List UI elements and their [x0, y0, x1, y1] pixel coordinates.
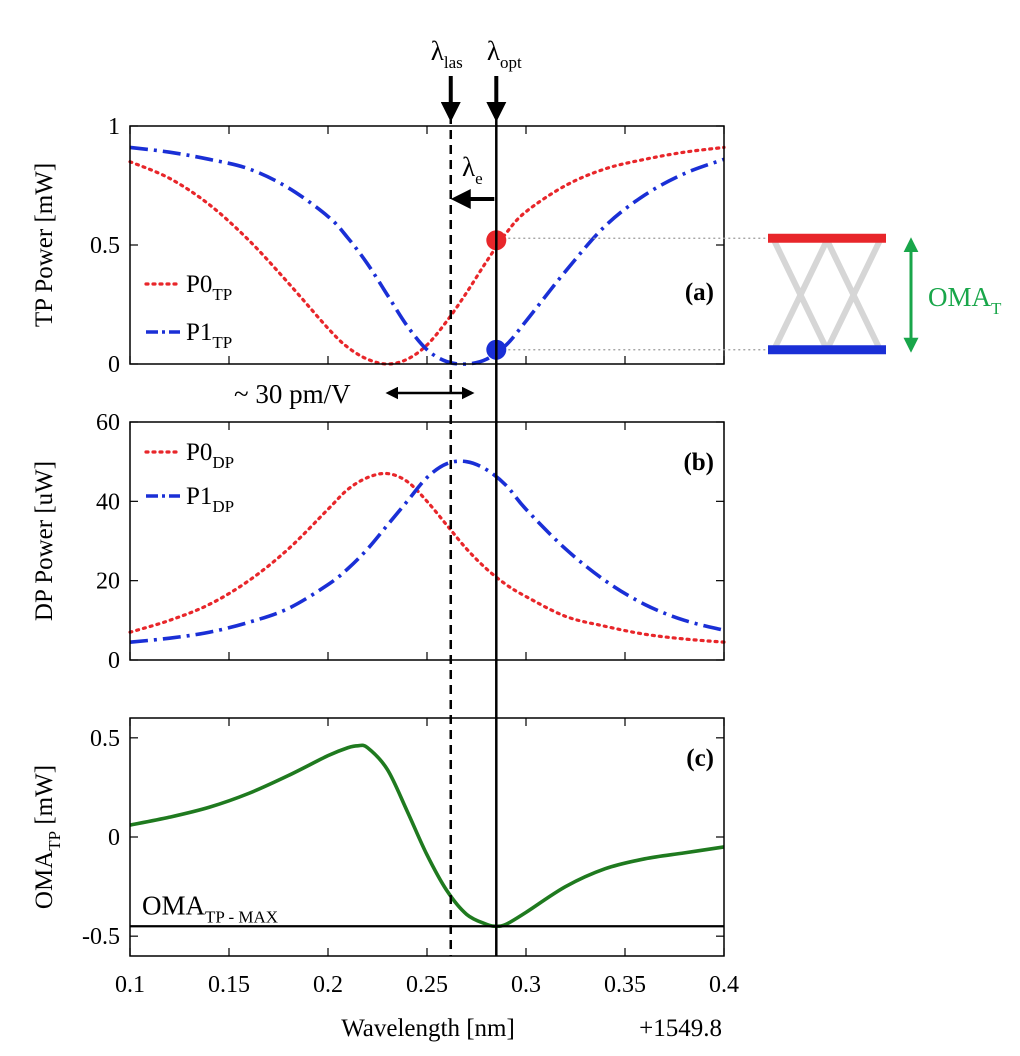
y-tick-label: 40	[96, 489, 120, 515]
axes-frame	[129, 421, 725, 661]
x-tick-label: 0.1	[115, 972, 145, 998]
lambda-opt-annotation: λopt	[486, 36, 522, 122]
eye-diagram: OMAT	[508, 233, 1002, 355]
y-tick-label: 0.5	[90, 233, 120, 259]
svg-text:λlas: λlas	[431, 36, 463, 72]
x-axis-offset-label: +1549.8	[639, 1015, 722, 1042]
axes-frame	[129, 717, 725, 957]
x-tick-label: 0.25	[406, 972, 448, 998]
y-tick-label: -0.5	[82, 924, 120, 950]
lambda-e-annotation: λe	[450, 152, 495, 209]
eye-crossings	[771, 238, 883, 352]
panel-tag: (c)	[686, 745, 714, 772]
series-line-oma-tp	[129, 743, 725, 929]
axes-frame	[129, 125, 725, 365]
svg-text:λopt: λopt	[487, 36, 522, 72]
legend-entry: P1TP	[186, 319, 232, 352]
y-axis-label: DP Power [uW]	[31, 461, 58, 621]
series-line-p1	[129, 145, 725, 366]
legend-entry: P0TP	[186, 271, 232, 304]
y-axis-label: TP Power [mW]	[31, 163, 58, 327]
y-axis-label: OMATP [mW]	[31, 765, 64, 909]
x-axis-label: Wavelength [nm]	[341, 1015, 515, 1042]
y-tick-label: 0	[108, 825, 120, 851]
series-line-p1	[129, 459, 725, 644]
x-tick-label: 0.2	[313, 972, 343, 998]
x-tick-label: 0.35	[604, 972, 646, 998]
oma-max-label: OMATP - MAX	[142, 890, 278, 926]
legend-entry: P1DP	[186, 483, 234, 516]
panel-b-chart: 0 20 40 60 (b) P0DP P1DP DP Power [uW]	[31, 410, 726, 674]
svg-text:λe: λe	[462, 152, 483, 188]
lambda-las-annotation: λlas	[431, 36, 463, 122]
eye-crossing-line	[771, 238, 830, 352]
panel-tag: (a)	[685, 279, 714, 306]
y-tick-label: 20	[96, 569, 120, 595]
oma-side-label: OMAT	[928, 282, 1002, 318]
panel-c-chart: -0.5 0 0.5 OMATP - MAX (c) OMATP [mW] 0.1 0.15 0…	[31, 717, 739, 1042]
legend-entry: P0DP	[186, 439, 234, 472]
panel-tag: (b)	[683, 449, 714, 476]
series-line-p0	[128, 145, 726, 366]
series-line-p0	[128, 471, 726, 644]
y-tick-label: 0	[108, 352, 120, 378]
shift-label: ~ 30 pm/V	[234, 379, 351, 409]
x-tick-label: 0.4	[709, 972, 739, 998]
panel-a-chart: 0 0.5 1 (a) P0TP P1TP TP Power [mW]	[31, 114, 726, 378]
y-tick-label: 0.5	[90, 726, 120, 752]
y-tick-label: 60	[96, 410, 120, 436]
x-tick-label: 0.3	[511, 972, 541, 998]
shift-annotation: ~ 30 pm/V	[234, 379, 475, 409]
y-tick-label: 0	[108, 648, 120, 674]
x-tick-label: 0.15	[208, 972, 250, 998]
eye-crossing-line	[824, 238, 883, 352]
y-tick-label: 1	[108, 114, 120, 140]
